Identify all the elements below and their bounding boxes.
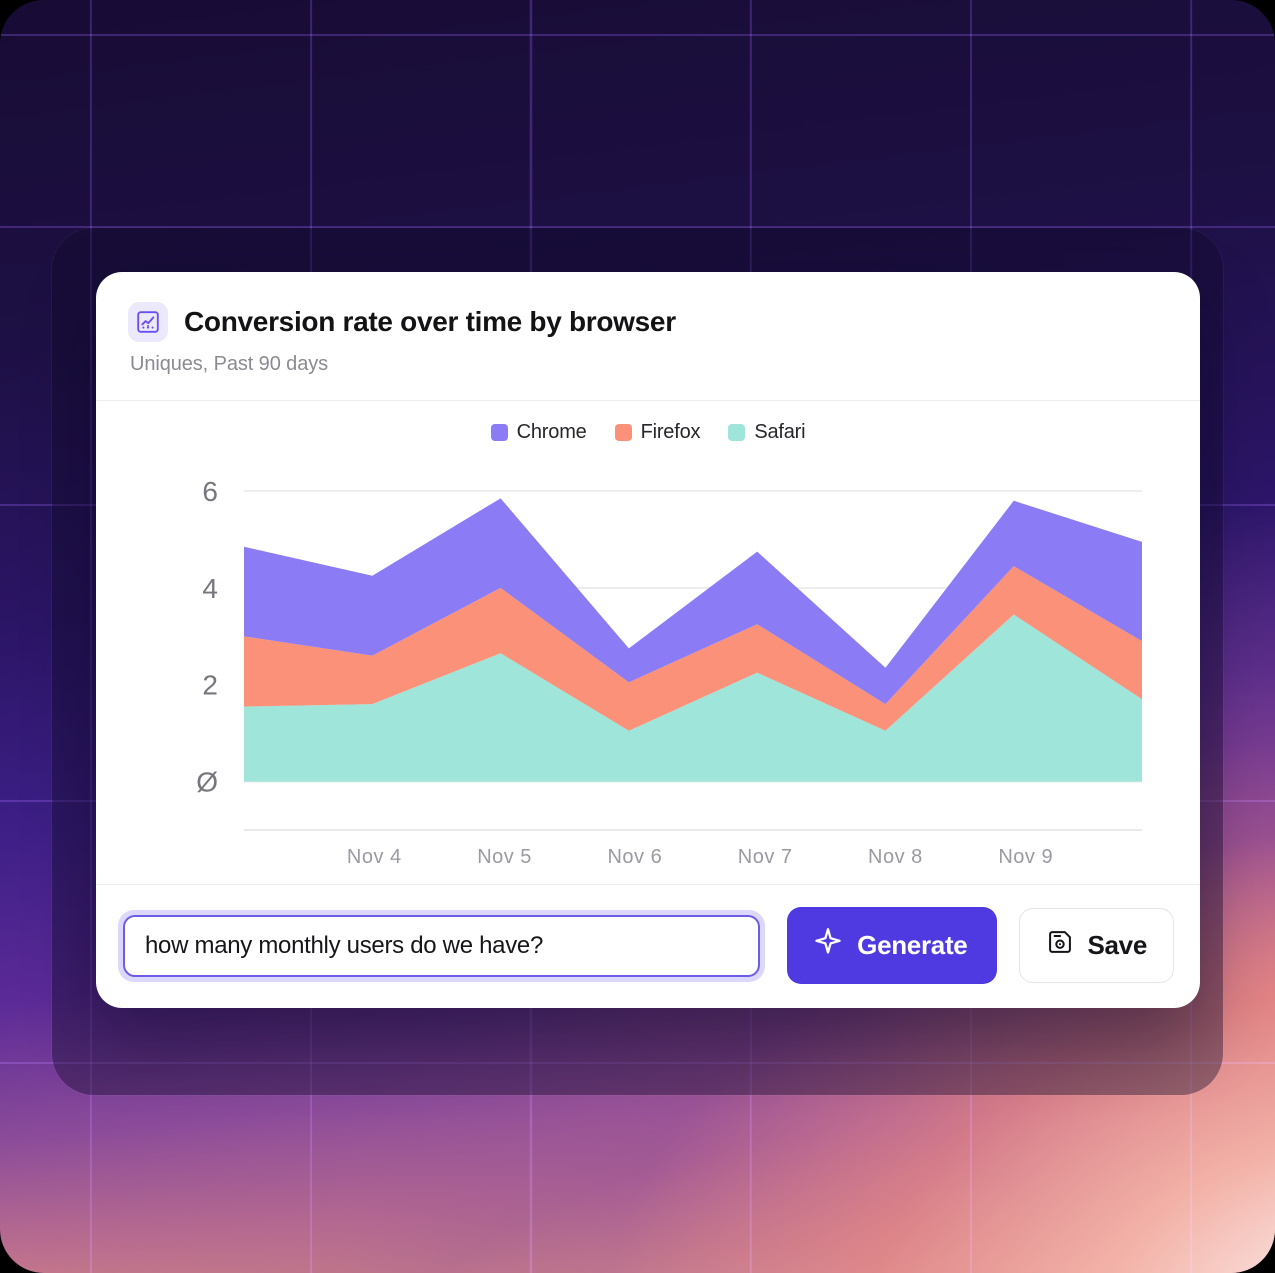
chart-x-tick-label: Nov 5 — [477, 846, 532, 868]
chart-area-safari — [244, 614, 1142, 782]
card-footer: Generate Save — [96, 884, 1200, 1008]
chart-y-tick-label: 2 — [202, 670, 218, 701]
insight-card: Conversion rate over time by browser Uni… — [96, 272, 1200, 1008]
card-subtitle: Uniques, Past 90 days — [130, 353, 329, 375]
chart-y-tick-label: Ø — [196, 767, 218, 798]
chart-x-tick-label: Nov 4 — [346, 846, 402, 868]
stacked-area-chart: Ø 2 4 6 — [196, 476, 1142, 831]
line-chart-icon — [128, 302, 168, 342]
prompt-input[interactable] — [123, 914, 761, 977]
chart-y-tick-label: 4 — [202, 573, 218, 604]
chart-area-chrome — [244, 498, 1142, 705]
chart-x-tick-label: Nov 7 — [737, 846, 793, 868]
background-gridline — [0, 226, 1275, 228]
chart-area-firefox — [244, 566, 1142, 731]
generate-button-label: Generate — [857, 930, 968, 960]
header-divider — [96, 400, 1200, 401]
save-button[interactable]: Save — [1019, 908, 1174, 983]
legend-label-firefox: Firefox — [640, 421, 701, 443]
legend-swatch-firefox — [614, 424, 632, 441]
chart-plot-area: Ø 2 4 6 — [96, 450, 1186, 840]
legend-swatch-safari — [728, 424, 746, 441]
legend-item-chrome[interactable]: Chrome — [490, 421, 587, 444]
chart-x-tick-label: Nov 9 — [998, 846, 1054, 868]
background-gridline — [0, 1062, 1275, 1064]
chart-y-tick-label: 6 — [202, 476, 218, 507]
save-button-label: Save — [1087, 930, 1147, 960]
prompt-input-focus-ring — [118, 909, 766, 982]
background-gridline — [0, 34, 1275, 36]
legend-label-chrome: Chrome — [516, 421, 587, 443]
legend-swatch-chrome — [490, 424, 508, 441]
generate-button[interactable]: Generate — [787, 907, 998, 984]
chart-legend: Chrome Firefox Safari — [96, 421, 1200, 444]
chart-x-tick-label: Nov 8 — [868, 846, 923, 868]
page-title: Conversion rate over time by browser — [184, 305, 676, 337]
save-disk-icon — [1046, 928, 1074, 963]
legend-item-firefox[interactable]: Firefox — [614, 421, 701, 444]
legend-item-safari[interactable]: Safari — [728, 421, 806, 444]
chart-x-tick-label: Nov 6 — [607, 846, 663, 868]
chart-x-axis: Nov 4 Nov 5 Nov 6 Nov 7 Nov 8 Nov 9 — [244, 846, 1156, 880]
legend-label-safari: Safari — [754, 421, 806, 443]
card-header: Conversion rate over time by browser Uni… — [96, 272, 1200, 400]
sparkle-icon — [813, 927, 843, 964]
